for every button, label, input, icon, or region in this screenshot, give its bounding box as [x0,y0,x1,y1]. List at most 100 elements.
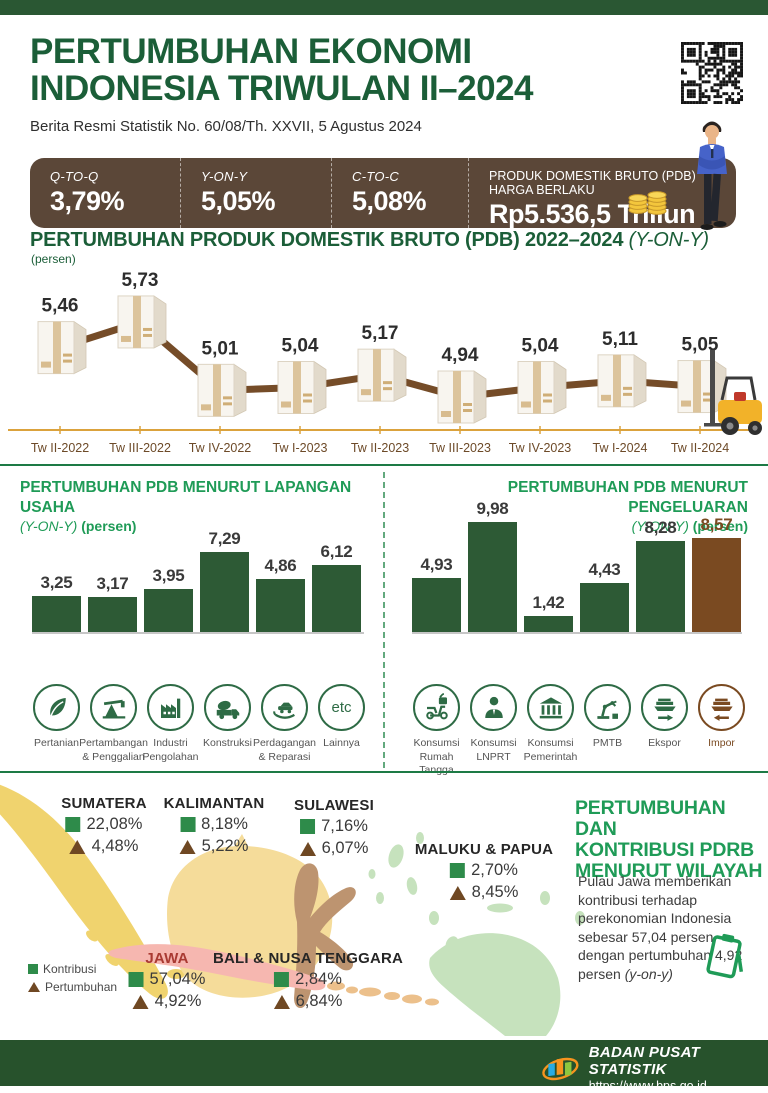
contribution-value: 8,18% [201,815,248,833]
map-description-text: Pulau Jawa memberikan kontribusi terhada… [578,873,743,983]
growth-value: 8,45% [471,883,519,901]
bar [412,577,461,632]
release-subtitle: Berita Resmi Statistik No. 60/08/Th. XXV… [30,118,422,135]
legend-label: Kontribusi [43,962,97,976]
sector-subtitle-yony: (Y-ON-Y) [20,518,78,535]
bar-Pertambangan & Penggalian: 3,17 [88,574,137,632]
category-Industri Pengolahan: Industri Pengolahan [142,684,199,764]
category-Konsumsi Rumah Tangga: Konsumsi Rumah Tangga [408,684,465,778]
contribution-value: 2,70% [471,861,518,879]
island-maluku-papua [368,832,585,1036]
bar-value-label: 4,43 [588,560,621,580]
bar-Perdagangan & Reparasi: 4,86 [256,556,305,632]
trade-icon [261,684,308,731]
region-name: KALIMANTAN [163,795,265,812]
section-divider [0,464,768,466]
growth-value: 6,84% [295,992,343,1010]
category-label: Ekspor [648,737,681,749]
box-marker [197,363,247,417]
bar-value-label: 6,12 [320,541,353,561]
x-tick-label: Tw IV-2022 [189,441,252,455]
contribution-value: 2,84% [295,970,342,988]
data-point-value: 5,73 [122,270,159,291]
sector-subtitle-unit: (persen) [81,518,137,535]
region-name: JAWA [145,950,189,967]
region-label-sulawesi: SULAWESI 7,16% 6,07% [294,797,374,858]
gdp-chart-unit: (persen) [31,252,76,266]
page-title-line1: PERTUMBUHAN EKONOMI [30,32,472,71]
bar-value-label: 9,98 [476,499,509,519]
x-tick-label: Tw III-2023 [429,441,491,455]
gdp-chart-title-yony: (Y-ON-Y) [628,229,709,251]
stat-value: 5,05% [201,186,276,216]
category-label: Pertambangan & Penggalian [79,737,148,763]
growth-value: 4,48% [91,837,139,855]
data-point-value: 5,17 [362,323,399,344]
sector-chart-section: PERTUMBUHAN PDB MENURUT LAPANGAN USAHA (… [20,472,372,772]
contribution-square-icon [28,964,38,974]
x-tick-label: Tw I-2024 [593,441,648,455]
footer-org-name: BADAN PUSAT STATISTIK [588,1044,701,1078]
box-marker [517,360,567,415]
expenditure-chart-section: PERTUMBUHAN PDB MENURUT PENGELUARAN (Y-O… [398,472,748,776]
region-name: MALUKU & PAPUA [414,841,554,858]
x-tick-label: Tw II-2023 [351,441,409,455]
category-Perdagangan & Reparasi: Perdagangan & Reparasi [253,684,316,764]
contribution-value: 57,04% [149,970,206,988]
map-section-title: PERTUMBUHAN DAN KONTRIBUSI PDRB MENURUT … [575,797,763,883]
map-description-yony: (y-on-y) [624,966,673,983]
category-Impor: Impor [693,684,750,778]
sector-chart-title: PERTUMBUHAN PDB MENURUT LAPANGAN USAHA [20,479,352,517]
bar [580,583,629,632]
island-sumatera [0,784,185,999]
bar-value-label: 4,93 [420,554,453,574]
sector-icons-row: Pertanian Pertambangan & Penggalian Indust… [28,684,370,764]
factory-icon [147,684,194,731]
category-Pertanian: Pertanian [28,684,85,764]
bar-value-label: 1,42 [532,593,565,613]
bar-Industri Pengolahan: 3,95 [144,566,193,632]
x-tick-label: Tw I-2023 [273,441,328,455]
growth-value: 6,07% [321,839,369,857]
growth-triangle-icon [449,885,466,900]
bar [692,537,741,632]
leaf-icon [33,684,80,731]
bps-logo [542,1057,579,1080]
stat-cell-ctoc: C-TO-C 5,08% [332,158,469,228]
bar [256,578,305,632]
gdp-chart-title: PERTUMBUHAN PRODUK DOMESTIK BRUTO (PDB) … [30,229,709,252]
bar [312,564,361,632]
stat-label: Q-TO-Q [50,169,99,184]
data-point-value: 4,94 [442,345,479,366]
data-point-value: 5,04 [282,336,319,357]
stat-cell-yony: Y-ON-Y 5,05% [181,158,332,228]
etc-icon: etc [318,684,365,731]
stat-label: PRODUK DOMESTIK BRUTO (PDB) HARGA BERLAK… [489,169,696,197]
stat-value: 5,08% [352,186,427,216]
region-name: SUMATERA [61,795,147,812]
expenditure-chart-title: PERTUMBUHAN PDB MENURUT PENGELUARAN [507,479,748,517]
category-Konstruksi: Konstruksi [199,684,256,764]
island-jawa [108,944,326,991]
x-tick-label: Tw II-2022 [31,441,89,455]
bar-Pertanian: 3,25 [32,573,81,632]
growth-triangle-icon [69,839,86,854]
category-Konsumsi Pemerintah: Konsumsi Pemerintah [522,684,579,778]
bar-Konstruksi: 7,29 [200,529,249,632]
contribution-square-icon [450,863,466,878]
category-label: Pertanian [34,737,79,749]
bar [200,551,249,632]
map-description: Pulau Jawa memberikan kontribusi terhada… [578,872,758,984]
bar [32,596,81,632]
person-illustration [697,121,727,230]
category-Pertambangan & Penggalian: Pertambangan & Penggalian [79,684,148,764]
expenditure-subtitle-unit: (persen) [692,518,748,535]
bar [144,588,193,632]
contribution-square-icon [300,819,316,834]
island-bali-nusa-tenggara [327,981,439,1006]
x-tick-label: Tw III-2022 [109,441,171,455]
category-label: Konstruksi [202,737,253,749]
bar [636,540,685,632]
indonesia-map [0,784,585,1036]
government-icon [527,684,574,731]
